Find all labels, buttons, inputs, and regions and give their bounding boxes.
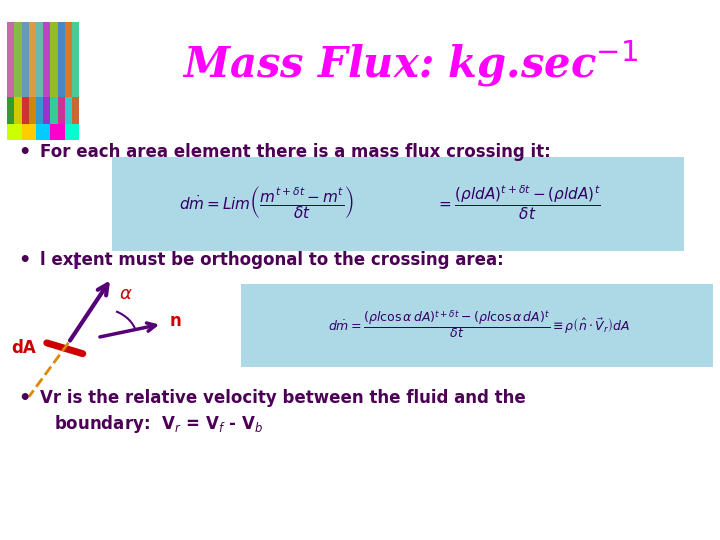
Bar — [29, 22, 36, 97]
Bar — [36, 97, 43, 124]
Text: $d\dot{m} = Lim\left(\dfrac{m^{t+\delta t} - m^{t}}{\delta t}\right)$: $d\dot{m} = Lim\left(\dfrac{m^{t+\delta … — [179, 184, 354, 221]
Bar — [50, 22, 58, 97]
Text: l extent must be orthogonal to the crossing area:: l extent must be orthogonal to the cross… — [40, 251, 503, 269]
FancyBboxPatch shape — [241, 284, 713, 367]
Text: $\alpha$: $\alpha$ — [119, 285, 132, 303]
Bar — [22, 22, 29, 97]
Bar — [36, 124, 50, 140]
Text: Mass Flux: kg.sec$^{-1}$: Mass Flux: kg.sec$^{-1}$ — [182, 38, 639, 89]
Bar — [36, 22, 43, 97]
Bar — [7, 22, 14, 97]
Bar — [50, 124, 65, 140]
Text: •: • — [18, 143, 30, 162]
FancyBboxPatch shape — [112, 157, 684, 251]
Bar — [65, 124, 79, 140]
Bar — [43, 22, 50, 97]
Bar — [7, 124, 22, 140]
Bar — [22, 124, 36, 140]
Bar — [14, 22, 22, 97]
Bar — [14, 97, 22, 124]
Bar — [22, 97, 29, 124]
Bar — [58, 97, 65, 124]
Bar — [65, 97, 72, 124]
Text: n: n — [169, 312, 181, 330]
Text: boundary:  V$_r$ = V$_f$ - V$_b$: boundary: V$_r$ = V$_f$ - V$_b$ — [54, 413, 264, 435]
Bar — [72, 97, 79, 124]
Text: For each area element there is a mass flux crossing it:: For each area element there is a mass fl… — [40, 143, 550, 161]
Bar — [65, 22, 72, 97]
Bar — [58, 22, 65, 97]
Text: •: • — [18, 389, 30, 408]
Bar — [50, 97, 58, 124]
Bar — [29, 97, 36, 124]
Bar — [43, 97, 50, 124]
Text: dA: dA — [11, 339, 35, 357]
Text: l: l — [73, 255, 78, 273]
Bar — [7, 97, 14, 124]
Text: $= \dfrac{(\rho l dA)^{t+\delta t} - (\rho l dA)^{t}}{\delta t}$: $= \dfrac{(\rho l dA)^{t+\delta t} - (\r… — [436, 183, 600, 222]
Text: $d\dot{m} = \dfrac{(\rho l \cos\alpha\, dA)^{t+\delta t} - (\rho l \cos\alpha\, : $d\dot{m} = \dfrac{(\rho l \cos\alpha\, … — [328, 309, 630, 341]
Text: •: • — [18, 251, 30, 270]
Bar — [72, 22, 79, 97]
Text: Vr is the relative velocity between the fluid and the: Vr is the relative velocity between the … — [40, 389, 526, 407]
